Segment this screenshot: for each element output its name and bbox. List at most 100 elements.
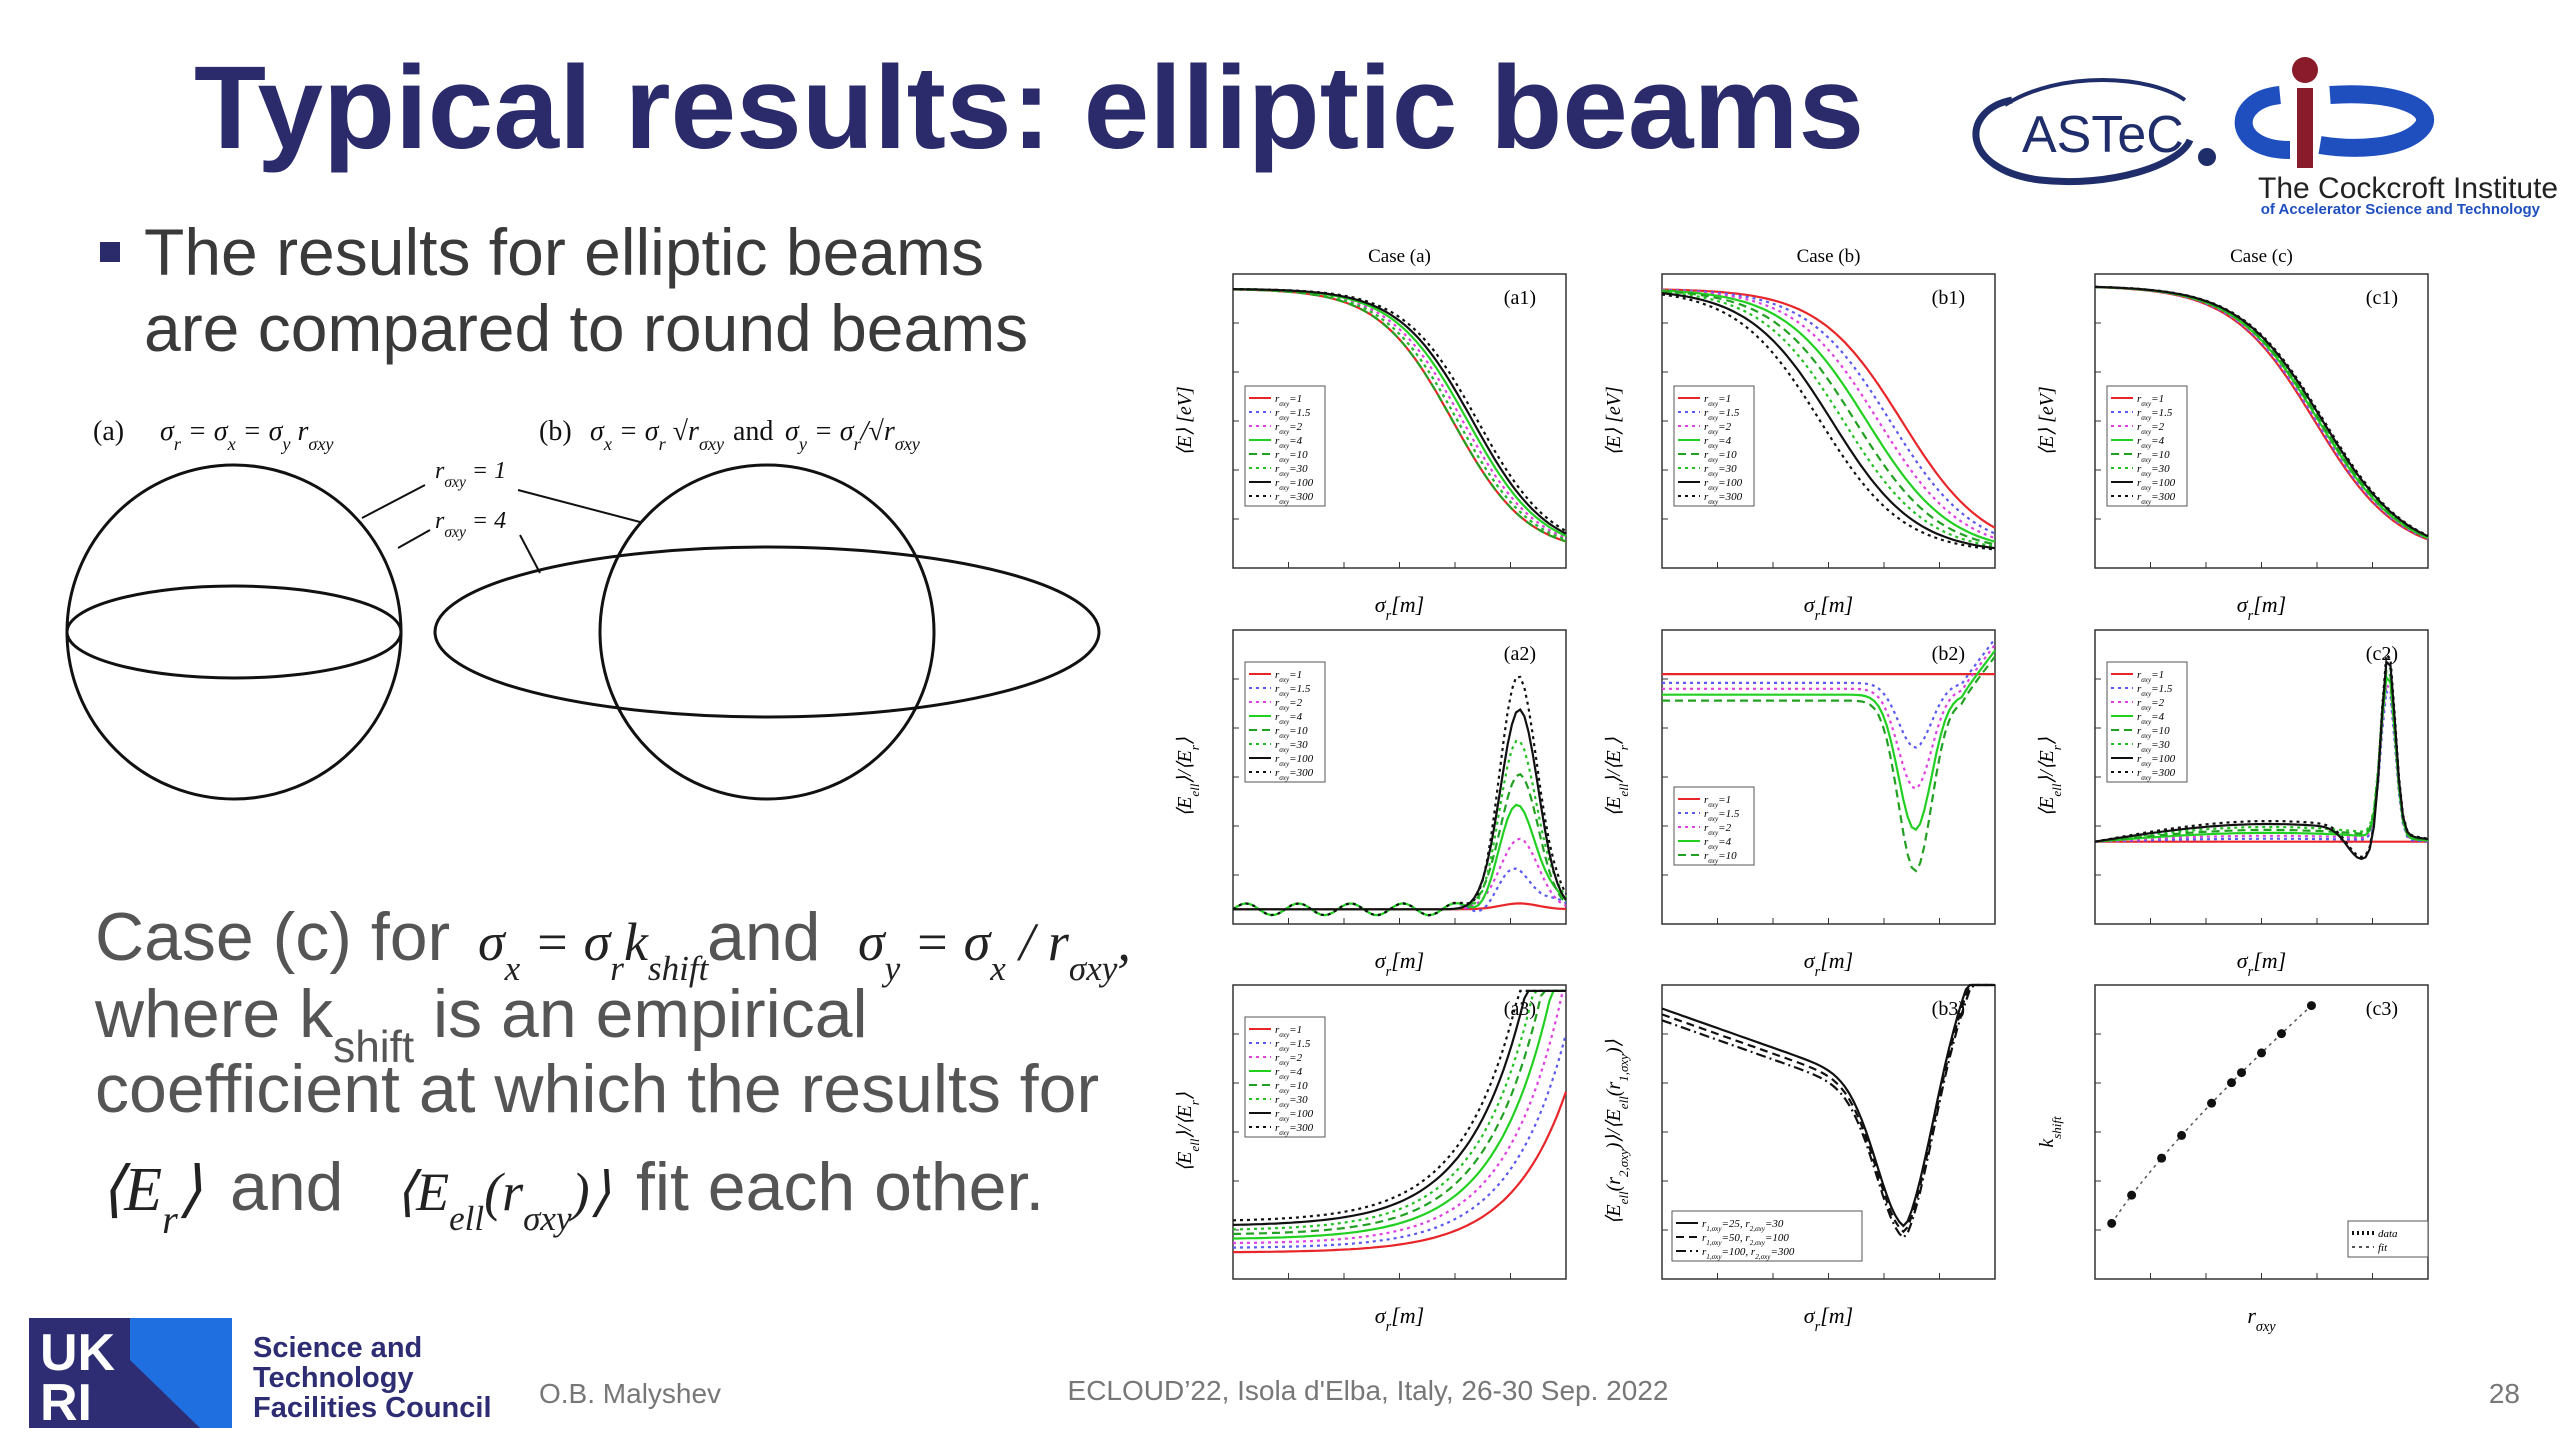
subscript: r bbox=[1386, 964, 1392, 980]
subscript: r bbox=[1187, 744, 1202, 750]
svg-text:RI: RI bbox=[40, 1374, 92, 1432]
text-piece: = σ bbox=[807, 416, 855, 447]
text-piece: =300 bbox=[1289, 1122, 1313, 1134]
subscript: σxy bbox=[2141, 484, 2152, 492]
legend-label: rσxy=30 bbox=[1275, 739, 1308, 754]
subscript: σxy bbox=[2141, 718, 2152, 726]
plot-title: Case (c) bbox=[2230, 246, 2293, 267]
subscript: σxy bbox=[1708, 484, 1719, 492]
text-piece: σ bbox=[1375, 592, 1387, 617]
subscript: σxy bbox=[1279, 774, 1290, 782]
text-piece: r bbox=[1704, 435, 1709, 447]
text-piece: r bbox=[2137, 463, 2142, 475]
x-axis-label: σr[m] bbox=[1375, 948, 1424, 980]
text-piece: [m] bbox=[1391, 948, 1424, 973]
text-piece: =30 bbox=[1289, 739, 1308, 751]
curve bbox=[1232, 989, 1566, 1231]
formula: σx = σr √rσxy bbox=[590, 416, 725, 454]
text-piece: ⟨E bbox=[395, 1162, 449, 1222]
leader-line bbox=[397, 529, 431, 549]
text-piece: =1 bbox=[1289, 393, 1302, 405]
plot-panel: (b2)σr[m]⟨Eell⟩/⟨Er⟩rσxy=1rσxy=1.5rσxy=2… bbox=[1603, 629, 1996, 980]
legend-label: rσxy=2 bbox=[2137, 697, 2165, 712]
text-piece: r bbox=[1704, 477, 1709, 489]
text-piece: r bbox=[1275, 739, 1280, 751]
subscript: r bbox=[1815, 608, 1821, 624]
diagram-label: and bbox=[733, 416, 773, 447]
text-piece: r bbox=[2137, 435, 2142, 447]
text-piece: r bbox=[1275, 1108, 1280, 1120]
legend-label: rσxy=10 bbox=[2137, 725, 2170, 740]
panel-label: (a2) bbox=[1504, 643, 1536, 665]
subscript: r bbox=[2248, 608, 2254, 624]
subscript: shift bbox=[648, 949, 710, 988]
legend-label: r1,σxy=100, r2,σxy=300 bbox=[1702, 1246, 1795, 1261]
formula: σr = σx = σy rσxy bbox=[160, 416, 334, 454]
legend-label: rσxy=30 bbox=[2137, 739, 2170, 754]
subscript: ell bbox=[1616, 783, 1631, 796]
text-piece: =1 bbox=[1718, 393, 1731, 405]
subscript: shift bbox=[2049, 1116, 2064, 1139]
subscript: σxy bbox=[2141, 498, 2152, 506]
data-point bbox=[2177, 1130, 2187, 1140]
subscript: σxy bbox=[444, 474, 466, 491]
case-text: and bbox=[230, 1149, 343, 1225]
text-piece: r bbox=[1704, 407, 1709, 419]
text-piece: ⟨E bbox=[2036, 797, 2058, 817]
text-piece: r bbox=[1275, 435, 1280, 447]
subscript: σxy bbox=[2141, 746, 2152, 754]
text-piece: σ bbox=[160, 416, 175, 447]
text-piece: [m] bbox=[2253, 592, 2286, 617]
text-piece: =300 bbox=[1289, 491, 1313, 503]
plot-panel: (a3)σr[m]⟨Eell⟩/⟨Er⟩rσxy=1rσxy=1.5rσxy=2… bbox=[1174, 984, 1568, 1335]
text-piece: =30 bbox=[2151, 463, 2170, 475]
subscript: x bbox=[989, 949, 1006, 988]
legend-label: rσxy=1 bbox=[2137, 393, 2164, 408]
subscript: r bbox=[1187, 1099, 1202, 1105]
y-axis-label: ⟨E⟩ [eV] bbox=[1174, 386, 1196, 455]
text-piece: r bbox=[435, 458, 445, 484]
text-piece: r bbox=[1704, 836, 1709, 848]
text-piece: k bbox=[624, 912, 649, 972]
text-piece: (r bbox=[1603, 1082, 1625, 1097]
beam-diagram bbox=[65, 463, 1101, 801]
text-piece: r bbox=[1702, 1218, 1707, 1230]
text-piece: r bbox=[435, 508, 445, 534]
ratio-label: rσxy = 4 bbox=[435, 508, 506, 541]
text-piece: =300 bbox=[1718, 491, 1742, 503]
subscript: σxy bbox=[1279, 1115, 1290, 1123]
legend-label: rσxy=1.5 bbox=[2137, 407, 2173, 422]
plot-title: Case (a) bbox=[1368, 246, 1431, 267]
text-piece: =10 bbox=[2151, 725, 2170, 737]
curve bbox=[1232, 989, 1566, 1222]
text-piece: , bbox=[1117, 912, 1131, 972]
text-piece: = σ bbox=[520, 912, 612, 972]
subscript: σxy bbox=[1708, 801, 1719, 809]
y-axis-label: ⟨Eell⟩/⟨Er⟩ bbox=[1603, 737, 1631, 816]
y-axis-label: ⟨Eell⟩/⟨Er⟩ bbox=[2036, 737, 2064, 816]
case-text: Case (c) for bbox=[95, 899, 450, 975]
panel-label: (b1) bbox=[1932, 287, 1965, 309]
legend-label: rσxy=1 bbox=[1275, 669, 1302, 684]
cockcroft-logo: The Cockcroft Institute of Accelerator S… bbox=[2234, 57, 2558, 218]
text-piece: =1.5 bbox=[1289, 1038, 1311, 1050]
legend-box bbox=[1244, 1016, 1326, 1138]
text-piece: r bbox=[2137, 407, 2142, 419]
plot-frame bbox=[1661, 629, 1996, 925]
text-piece: r bbox=[1275, 1066, 1280, 1078]
text-piece: r bbox=[2137, 449, 2142, 461]
legend-label: rσxy=10 bbox=[1275, 1080, 1308, 1095]
text-piece: =2 bbox=[1289, 1052, 1302, 1064]
subscript: shift bbox=[333, 1023, 414, 1072]
text-piece: ⟩ bbox=[1174, 1092, 1196, 1100]
subscript: σxy bbox=[1279, 676, 1290, 684]
text-piece: [m] bbox=[1391, 592, 1424, 617]
text-piece: r bbox=[1275, 725, 1280, 737]
legend: data fit bbox=[2347, 1220, 2429, 1258]
data-point bbox=[2157, 1153, 2167, 1163]
subscript: σxy bbox=[1279, 414, 1290, 422]
curve bbox=[1661, 288, 1996, 535]
data-point bbox=[2237, 1068, 2247, 1078]
subscript: σxy bbox=[2256, 1319, 2276, 1335]
curve bbox=[1232, 803, 1567, 917]
